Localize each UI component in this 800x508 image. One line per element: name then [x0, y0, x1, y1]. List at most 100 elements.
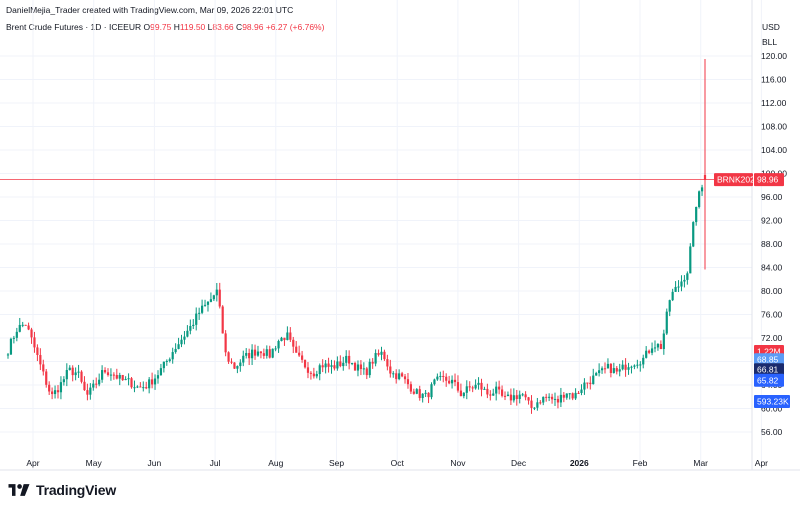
candle	[445, 373, 448, 387]
close-label: C	[236, 22, 243, 32]
candle	[465, 380, 468, 400]
time-tick-label: Nov	[450, 458, 466, 468]
candle	[548, 393, 551, 402]
candle	[74, 367, 77, 381]
close-value: 98.96	[242, 22, 264, 32]
candle	[77, 364, 80, 378]
candle	[248, 348, 251, 366]
candle	[151, 372, 154, 389]
price-tick-label: 92.00	[761, 216, 783, 226]
candle	[212, 294, 215, 302]
candle	[201, 299, 204, 315]
candle	[615, 366, 618, 375]
candle	[486, 383, 489, 399]
candle	[448, 375, 451, 385]
candle	[115, 368, 118, 380]
candle	[368, 358, 371, 378]
candle	[303, 359, 307, 369]
candle	[192, 319, 195, 330]
candle	[377, 349, 380, 357]
candle	[103, 367, 107, 374]
candle	[230, 358, 233, 365]
candle	[268, 345, 271, 359]
candle	[459, 383, 463, 397]
candle	[365, 366, 368, 380]
candle	[156, 370, 160, 384]
candle	[533, 407, 536, 411]
candle	[686, 271, 689, 285]
candle	[18, 317, 21, 333]
time-tick-label: May	[86, 458, 103, 468]
candle	[174, 343, 177, 354]
candle	[568, 393, 571, 400]
candle	[471, 385, 474, 393]
candle	[674, 281, 677, 293]
last-price-tag: 98.96	[754, 173, 784, 187]
candle	[36, 344, 39, 362]
candle	[577, 391, 580, 395]
candle	[6, 352, 10, 359]
candle	[353, 361, 357, 371]
candle	[603, 362, 607, 374]
candle	[130, 377, 133, 389]
candle	[274, 345, 277, 352]
price-tick-label: 104.00	[761, 145, 787, 155]
axis-currency: USD	[762, 22, 780, 32]
volume2-tag: 593.23K	[754, 394, 790, 408]
candle	[153, 374, 157, 390]
time-tick-label: Apr	[26, 458, 39, 468]
price-tick-label: 80.00	[761, 286, 783, 296]
price-tick-label: 120.00	[761, 51, 787, 61]
candle	[15, 327, 18, 342]
candle	[300, 350, 304, 363]
high-label: H	[173, 22, 180, 32]
candle	[609, 363, 612, 378]
brand-name: TradingView	[36, 482, 117, 498]
candle	[630, 365, 633, 374]
candle	[336, 356, 339, 371]
candle	[321, 359, 324, 373]
price-tick-label: 60.00	[761, 404, 783, 414]
candle	[186, 325, 189, 338]
candle	[559, 387, 562, 408]
candle	[48, 381, 51, 395]
candle	[406, 373, 410, 389]
candle	[650, 342, 654, 356]
time-tick-label: Oct	[391, 458, 405, 468]
time-tick-label: Jun	[148, 458, 162, 468]
candle	[515, 389, 518, 406]
candle	[498, 380, 501, 395]
open-label: O	[143, 22, 151, 32]
candle	[595, 371, 598, 376]
candle	[312, 367, 315, 379]
candle	[33, 331, 36, 353]
candle	[136, 385, 139, 389]
candle	[506, 391, 510, 397]
candle	[203, 299, 207, 307]
candle	[409, 381, 413, 394]
candle	[280, 336, 283, 342]
candle	[12, 335, 15, 344]
candle	[277, 339, 280, 353]
candle	[101, 365, 104, 383]
candle	[286, 326, 289, 341]
candle	[574, 388, 577, 400]
candle	[556, 395, 560, 409]
candle	[350, 362, 354, 366]
candle	[509, 388, 512, 405]
candle	[621, 360, 624, 371]
candle	[198, 307, 201, 320]
time-tick-label: Jul	[210, 458, 221, 468]
candle	[512, 388, 515, 403]
candle	[618, 363, 621, 377]
candle	[633, 364, 636, 370]
candle	[530, 395, 533, 414]
ma3-tag: 65.82	[754, 373, 784, 387]
candle	[395, 369, 398, 384]
candle	[139, 382, 142, 388]
tradingview-brand[interactable]: TradingView	[8, 482, 116, 498]
candle	[342, 356, 345, 371]
price-tick-label: 96.00	[761, 192, 783, 202]
candle	[436, 373, 439, 381]
